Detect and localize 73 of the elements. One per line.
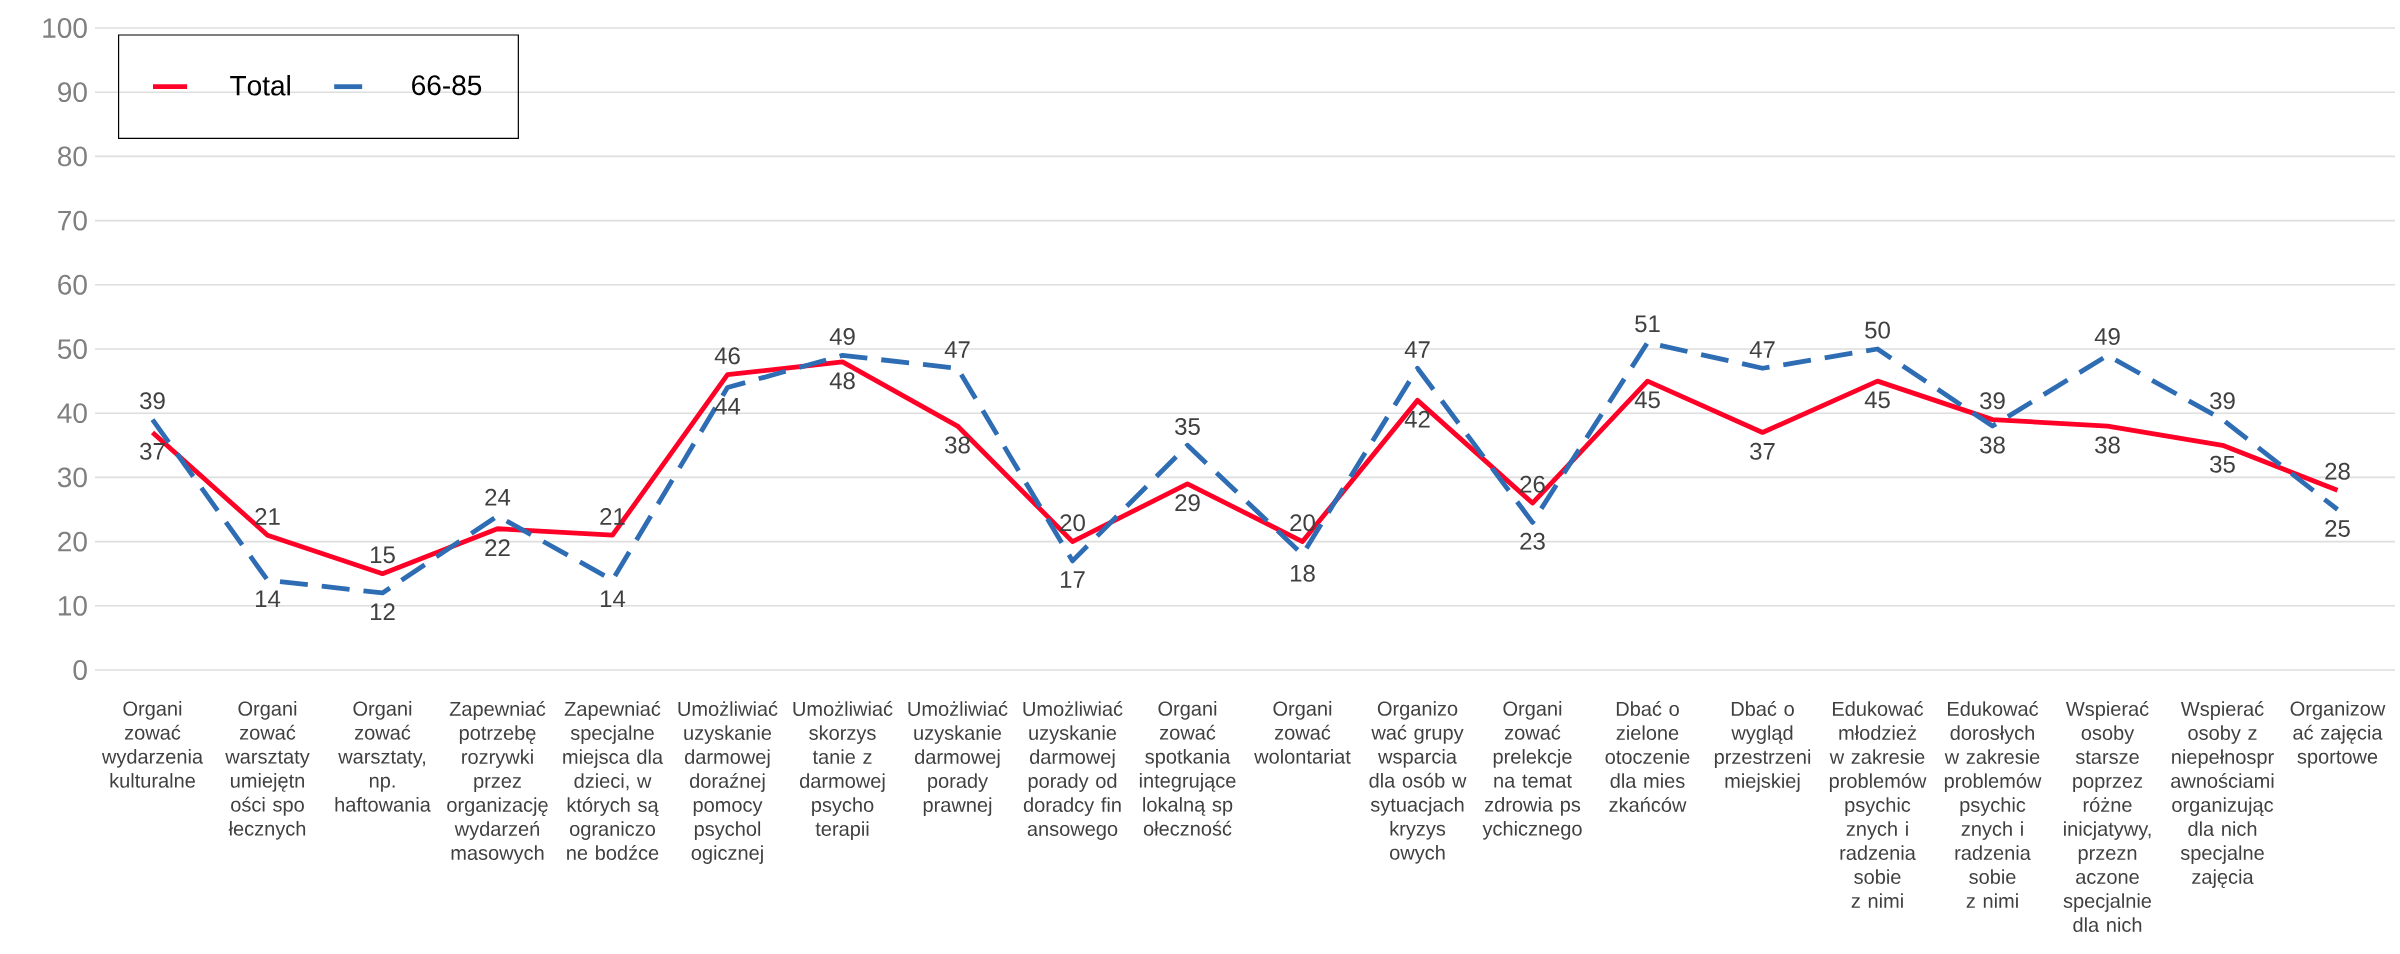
data-label: 42 xyxy=(1404,410,1430,428)
x-tick-label: Dbać o zielone otoczenie dla mieszkańców xyxy=(1605,701,1690,812)
data-label: 26 xyxy=(1520,475,1545,493)
data-label: 20 xyxy=(1060,514,1085,532)
data-label: 18 xyxy=(1290,564,1315,582)
data-label: 39 xyxy=(1980,392,2005,410)
y-tick-label: 40 xyxy=(57,403,87,424)
data-label: 25 xyxy=(2325,519,2350,537)
data-label: 14 xyxy=(255,590,281,608)
x-tick-label: Umożliwiać uzyskanie darmowej doraźnej pomocy psychologicznej xyxy=(678,701,778,864)
data-label: 22 xyxy=(485,539,510,556)
x-tick-label: Organizować zajęcia sportowe xyxy=(2290,701,2386,768)
data-label: 35 xyxy=(2210,455,2235,473)
data-label: 39 xyxy=(140,392,165,410)
data-label: 51 xyxy=(1635,315,1660,333)
x-tick-label: Organizować spotkania integrujące lokalną społeczność xyxy=(1139,701,1236,836)
data-label: 47 xyxy=(1749,341,1775,358)
x-tick-label: Organizować warsztaty umiejętności społecznych xyxy=(225,701,310,840)
x-tick-label: Dbać o wygląd przestrzeni miejskiej xyxy=(1714,701,1811,792)
data-label: 23 xyxy=(1520,532,1545,550)
x-tick-label: Umożliwiać uzyskanie darmowej porady od doradcy finansowego xyxy=(1023,701,1123,840)
data-label: 45 xyxy=(1634,391,1660,409)
x-tick-label: Organizować prelekcje na temat zdrowia psychicznego xyxy=(1482,701,1582,840)
y-tick-label: 50 xyxy=(57,339,87,359)
data-label: 37 xyxy=(140,442,165,460)
data-label: 46 xyxy=(714,347,740,365)
data-label: 49 xyxy=(829,328,855,345)
x-tick-label: Zapewniać specjalne miejsca dla dzieci, w których są ograniczone bodźce xyxy=(563,701,664,860)
legend-label: 66-85 xyxy=(412,75,482,96)
data-label: 29 xyxy=(1175,494,1200,512)
y-tick-label: 70 xyxy=(58,210,87,231)
legend-label: Total xyxy=(230,75,290,96)
data-label: 17 xyxy=(1060,571,1085,588)
data-label: 15 xyxy=(370,546,395,564)
data-label: 28 xyxy=(2325,462,2350,480)
data-label: 47 xyxy=(1404,341,1430,358)
x-tick-label: Umożliwiać skorzystanie z darmowej psychoterapii xyxy=(793,701,893,840)
x-tick-label: Organizować wydarzenia kulturalne xyxy=(101,701,204,788)
data-label: 21 xyxy=(600,508,625,525)
y-tick-label: 60 xyxy=(58,274,87,295)
category-label: Edukować młodzież w zakresie problemów psychicznych i radzenia sobie z nimi xyxy=(1829,701,1927,908)
data-label: 39 xyxy=(2210,392,2235,410)
category-label: Wspierać osoby starsze poprzez różne inicjatywy, przeznaczone specjalnie dla nich xyxy=(2063,701,2152,932)
data-label: 45 xyxy=(1864,391,1890,409)
data-label: 21 xyxy=(255,508,280,525)
y-tick-label: 90 xyxy=(58,82,87,103)
y-tick-label: 80 xyxy=(58,146,87,167)
x-tick-label: Umożliwiać uzyskanie darmowej porady prawnej xyxy=(908,701,1008,816)
category-label: Edukować dorosłych w zakresie problemów psychicznych i radzenia sobie z nimi xyxy=(1944,701,2042,908)
data-label: 50 xyxy=(1865,321,1890,339)
x-tick-label: Wspierać osoby z niepełnosprawnościami organizując dla nich specjalne zajęcia xyxy=(2171,701,2274,888)
y-tick-label: 20 xyxy=(58,531,87,552)
data-label: 38 xyxy=(2095,436,2120,454)
data-label: 14 xyxy=(600,590,626,608)
x-tick-label: Organizować warsztaty, np. haftowania xyxy=(335,701,431,812)
x-tick-label: Organizować wolontariat xyxy=(1254,701,1351,764)
data-label: 24 xyxy=(485,488,511,506)
data-label: 20 xyxy=(1290,514,1315,532)
y-tick-label: 10 xyxy=(58,595,87,616)
y-tick-label: 0 xyxy=(73,660,87,680)
data-label: 12 xyxy=(370,603,395,621)
data-label: 38 xyxy=(945,436,970,454)
data-label: 44 xyxy=(714,397,741,415)
data-label: 47 xyxy=(944,341,970,358)
data-label: 38 xyxy=(1980,436,2005,454)
y-tick-label: 30 xyxy=(57,467,87,488)
y-tick-label: 100 xyxy=(43,18,87,38)
x-tick-label: Organizować grupy wsparcia dla osób w sytuacjach kryzysowych xyxy=(1369,701,1467,864)
data-label: 35 xyxy=(1175,417,1200,435)
data-label: 37 xyxy=(1750,442,1775,460)
data-label: 48 xyxy=(829,372,855,390)
x-tick-label: Zapewniać potrzebę rozrywki przez organizację wydarzeń masowych xyxy=(447,701,548,864)
data-label: 49 xyxy=(2094,328,2120,345)
